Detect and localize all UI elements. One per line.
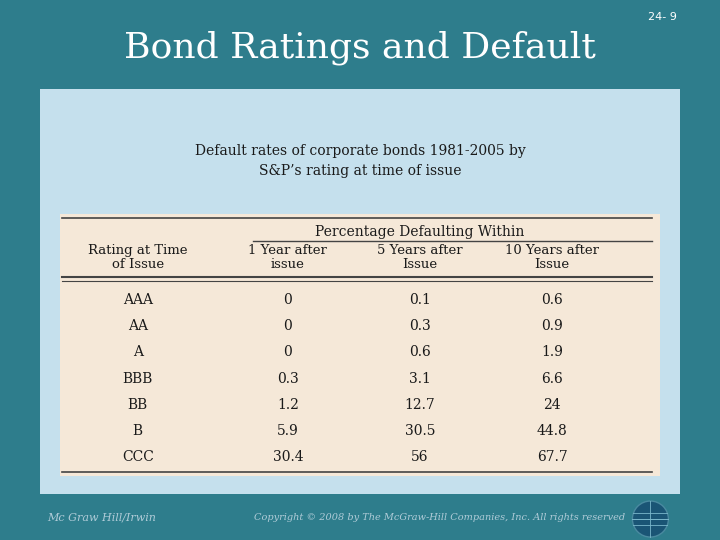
Text: 0.6: 0.6 bbox=[541, 293, 563, 307]
Text: BBB: BBB bbox=[122, 372, 153, 386]
Text: 24: 24 bbox=[544, 398, 561, 411]
Text: 1.9: 1.9 bbox=[541, 346, 563, 360]
Text: 24- 9: 24- 9 bbox=[647, 12, 676, 22]
Text: Percentage Defaulting Within: Percentage Defaulting Within bbox=[315, 225, 525, 239]
Text: 1.2: 1.2 bbox=[277, 398, 299, 411]
Text: 10 Years after: 10 Years after bbox=[505, 244, 599, 256]
Text: 0.9: 0.9 bbox=[541, 319, 563, 333]
Bar bbox=[60, 214, 660, 476]
Text: Issue: Issue bbox=[535, 258, 570, 271]
Text: Default rates of corporate bonds 1981-2005 by
S&P’s rating at time of issue: Default rates of corporate bonds 1981-20… bbox=[194, 144, 526, 178]
Text: of Issue: of Issue bbox=[112, 258, 163, 271]
Text: 0.3: 0.3 bbox=[277, 372, 299, 386]
Text: 5.9: 5.9 bbox=[277, 424, 299, 438]
Text: issue: issue bbox=[271, 258, 305, 271]
Text: AAA: AAA bbox=[122, 293, 153, 307]
Text: CCC: CCC bbox=[122, 450, 153, 464]
Text: Issue: Issue bbox=[402, 258, 438, 271]
Text: 30.5: 30.5 bbox=[405, 424, 436, 438]
Text: Mc Graw Hill/Irwin: Mc Graw Hill/Irwin bbox=[48, 512, 156, 522]
Bar bbox=[0, 0, 40, 540]
Text: 0: 0 bbox=[284, 319, 292, 333]
Text: 30.4: 30.4 bbox=[273, 450, 303, 464]
Text: Bond Ratings and Default: Bond Ratings and Default bbox=[124, 31, 596, 65]
Text: 12.7: 12.7 bbox=[405, 398, 436, 411]
Text: Rating at Time: Rating at Time bbox=[88, 244, 187, 256]
Text: 3.1: 3.1 bbox=[409, 372, 431, 386]
Text: 67.7: 67.7 bbox=[537, 450, 567, 464]
Text: 0.3: 0.3 bbox=[409, 319, 431, 333]
Text: 5 Years after: 5 Years after bbox=[377, 244, 463, 256]
Circle shape bbox=[632, 501, 668, 537]
Text: 0.6: 0.6 bbox=[409, 346, 431, 360]
Text: A: A bbox=[132, 346, 143, 360]
Bar bbox=[40, 89, 680, 494]
Text: 0: 0 bbox=[284, 346, 292, 360]
Bar bbox=[680, 0, 720, 540]
Text: 0: 0 bbox=[284, 293, 292, 307]
Text: AA: AA bbox=[127, 319, 148, 333]
Text: 56: 56 bbox=[411, 450, 429, 464]
Text: BB: BB bbox=[127, 398, 148, 411]
Text: 0.1: 0.1 bbox=[409, 293, 431, 307]
Bar bbox=[0, 494, 720, 540]
Text: 6.6: 6.6 bbox=[541, 372, 563, 386]
Text: 1 Year after: 1 Year after bbox=[248, 244, 328, 256]
Text: Copyright © 2008 by The McGraw-Hill Companies, Inc. All rights reserved: Copyright © 2008 by The McGraw-Hill Comp… bbox=[254, 512, 626, 522]
Text: 44.8: 44.8 bbox=[537, 424, 567, 438]
Text: B: B bbox=[132, 424, 143, 438]
Bar bbox=[0, 0, 720, 89]
